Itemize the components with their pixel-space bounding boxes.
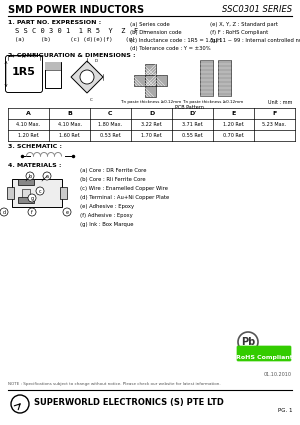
Circle shape [28,208,36,216]
Text: 0.53 Ref.: 0.53 Ref. [100,133,121,138]
Text: c: c [39,189,41,193]
Text: g: g [30,196,34,201]
Circle shape [36,187,44,195]
Bar [145,86,156,97]
Text: C: C [108,111,113,116]
Text: e: e [65,210,68,215]
Text: SMD POWER INDUCTORS: SMD POWER INDUCTORS [8,5,144,15]
Text: 4. MATERIALS :: 4. MATERIALS : [8,163,62,168]
Text: (b) Core : Rli Ferrite Core: (b) Core : Rli Ferrite Core [80,177,146,182]
Text: SUPERWORLD ELECTRONICS (S) PTE LTD: SUPERWORLD ELECTRONICS (S) PTE LTD [34,398,224,407]
Text: b: b [28,173,32,178]
Text: NOTE : Specifications subject to change without notice. Please check our website: NOTE : Specifications subject to change … [8,382,220,386]
Text: 1R5: 1R5 [12,67,36,77]
Circle shape [28,194,36,202]
Bar [200,60,213,96]
Circle shape [63,208,71,216]
Text: 0.70 Ref.: 0.70 Ref. [223,133,244,138]
Circle shape [26,172,34,180]
Bar [7,187,14,199]
Text: (e) Adhesive : Epoxy: (e) Adhesive : Epoxy [80,204,134,209]
Text: 1. PART NO. EXPRESSION :: 1. PART NO. EXPRESSION : [8,20,101,25]
Text: A: A [22,54,26,59]
Text: 1.70 Ref.: 1.70 Ref. [141,133,162,138]
FancyBboxPatch shape [237,346,291,361]
Bar [22,189,30,197]
Text: B: B [67,111,72,116]
Text: 1.60 Ref.: 1.60 Ref. [59,133,80,138]
Bar [18,197,34,203]
Circle shape [43,172,51,180]
Text: 01.10.2010: 01.10.2010 [264,372,292,377]
Circle shape [238,332,258,352]
Text: S S C 0 3 0 1  1 R 5  Y  Z  F -: S S C 0 3 0 1 1 R 5 Y Z F - [15,28,147,34]
Bar [134,75,145,86]
Text: (a)     (b)      (c) (d)(e)(f)    (g): (a) (b) (c) (d)(e)(f) (g) [15,37,135,42]
Text: 5.23 Max.: 5.23 Max. [262,122,286,127]
Text: (c) Wire : Enamelled Copper Wire: (c) Wire : Enamelled Copper Wire [80,186,168,191]
Bar [12,179,62,207]
Circle shape [80,70,94,84]
Text: (g) Ink : Box Marque: (g) Ink : Box Marque [80,222,134,227]
Text: (g) 11 ~ 99 : Internal controlled number: (g) 11 ~ 99 : Internal controlled number [210,38,300,43]
Bar [45,62,61,88]
Text: Pb: Pb [241,337,255,347]
Text: D': D' [189,111,196,116]
Text: 0.55 Ref.: 0.55 Ref. [182,133,203,138]
Text: f: f [31,210,33,215]
Circle shape [0,208,8,216]
Bar [156,75,167,86]
Text: (a) Core : DR Ferrite Core: (a) Core : DR Ferrite Core [80,168,146,173]
Text: A: A [26,111,31,116]
Text: 1.80 Max.: 1.80 Max. [98,122,122,127]
Text: (b) Dimension code: (b) Dimension code [130,30,182,35]
Bar [218,60,231,96]
Bar [60,187,67,199]
Text: 3. SCHEMATIC :: 3. SCHEMATIC : [8,144,62,149]
Bar [45,62,61,70]
Text: 4.10 Max.: 4.10 Max. [16,122,40,127]
Text: (f) F : RoHS Compliant: (f) F : RoHS Compliant [210,30,268,35]
Text: F: F [272,111,277,116]
Text: PG. 1: PG. 1 [278,408,292,413]
Circle shape [11,395,29,413]
Text: D: D [95,59,98,63]
Bar [18,179,34,185]
Text: 1.20 Ref.: 1.20 Ref. [18,133,39,138]
Text: 2. CONFIGURATION & DIMENSIONS :: 2. CONFIGURATION & DIMENSIONS : [8,53,136,58]
Text: (a) Series code: (a) Series code [130,22,170,27]
Text: Tin paste thickness ≥0.12mm: Tin paste thickness ≥0.12mm [120,100,181,104]
Text: (d) Tolerance code : Y = ±30%: (d) Tolerance code : Y = ±30% [130,46,211,51]
Text: a: a [46,173,49,178]
Text: (f) Adhesive : Epoxy: (f) Adhesive : Epoxy [80,213,133,218]
Text: RoHS Compliant: RoHS Compliant [236,355,292,360]
Bar [145,64,156,75]
Text: 1.20 Ref.: 1.20 Ref. [223,122,244,127]
FancyBboxPatch shape [5,56,43,93]
Bar [145,75,156,86]
Polygon shape [71,61,103,93]
Text: PCB Pattern: PCB Pattern [175,105,203,110]
Text: 3.71 Ref.: 3.71 Ref. [182,122,203,127]
Text: C: C [90,98,92,102]
Text: D: D [149,111,154,116]
Text: SSC0301 SERIES: SSC0301 SERIES [222,5,292,14]
Text: 4.10 Max.: 4.10 Max. [58,122,82,127]
Text: (d) Terminal : Au+Ni Copper Plate: (d) Terminal : Au+Ni Copper Plate [80,195,169,200]
Text: Tin paste thickness ≥0.12mm: Tin paste thickness ≥0.12mm [182,100,244,104]
Text: E: E [231,111,236,116]
Text: 3.22 Ref.: 3.22 Ref. [141,122,162,127]
Text: Unit : mm: Unit : mm [268,100,292,105]
Text: (c) Inductance code : 1R5 = 1.5uH: (c) Inductance code : 1R5 = 1.5uH [130,38,221,43]
Text: d: d [2,210,6,215]
Text: (e) X, Y, Z : Standard part: (e) X, Y, Z : Standard part [210,22,278,27]
